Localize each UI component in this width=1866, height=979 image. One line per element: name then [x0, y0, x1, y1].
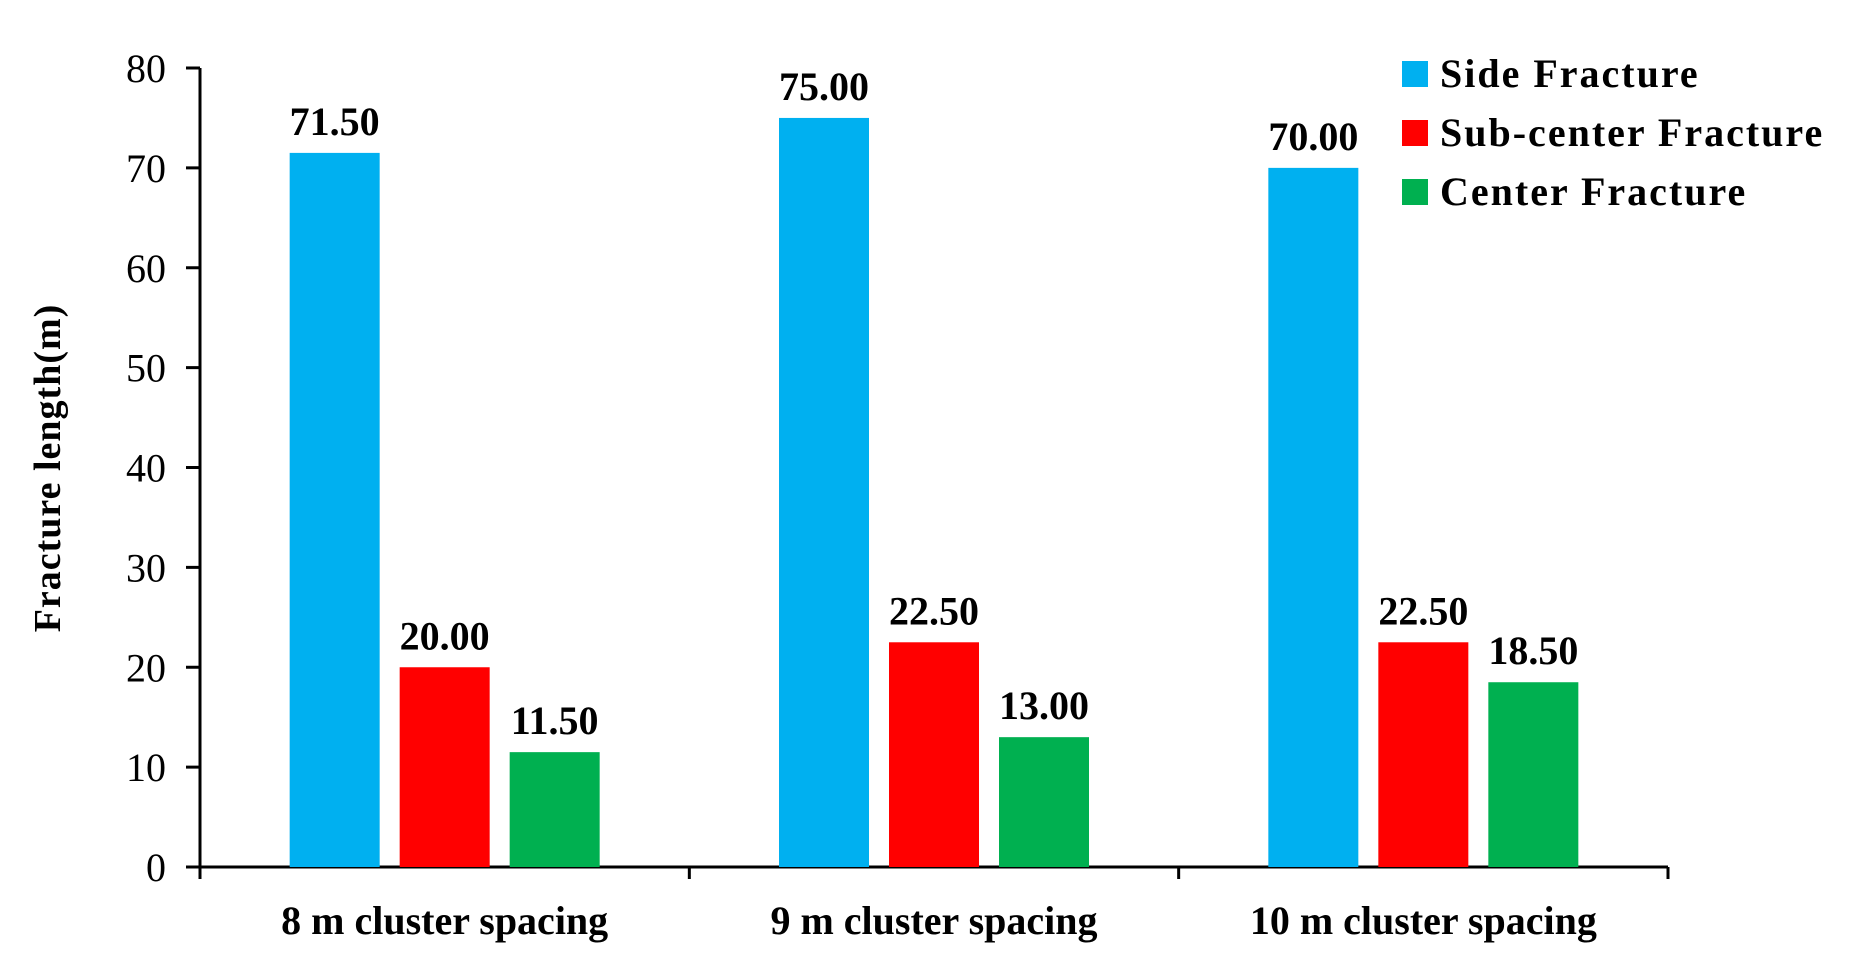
- category-label: 10 m cluster spacing: [1250, 898, 1597, 943]
- y-tick-label: 30: [126, 545, 166, 590]
- y-tick-label: 40: [126, 446, 166, 491]
- legend: Side Fracture Sub-center Fracture Center F…: [1402, 51, 1824, 214]
- y-ticks: 0 10 20 30 40 50 60 70 80: [126, 46, 200, 890]
- category-label: 9 m cluster spacing: [770, 898, 1097, 943]
- legend-label: Center Fracture: [1440, 169, 1747, 214]
- y-tick-label: 80: [126, 46, 166, 91]
- bar-side-fracture: [289, 152, 380, 868]
- y-tick-label: 20: [126, 645, 166, 690]
- legend-label: Sub-center Fracture: [1440, 110, 1824, 155]
- bar-value-label: 75.00: [779, 64, 869, 109]
- category-label: 8 m cluster spacing: [281, 898, 608, 943]
- y-tick-label: 0: [146, 845, 166, 890]
- bar-value-label: 13.00: [999, 683, 1089, 728]
- bar-sub-center-fracture: [399, 667, 490, 867]
- bar-value-label: 70.00: [1268, 114, 1358, 159]
- x-ticks: [198, 867, 1670, 879]
- legend-swatch: [1402, 61, 1428, 87]
- bar-value-label: 22.50: [889, 588, 979, 633]
- bar-value-label: 20.00: [400, 613, 490, 658]
- y-tick-label: 60: [126, 246, 166, 291]
- bars: [289, 117, 1579, 868]
- category-labels: 8 m cluster spacing 9 m cluster spacing 10…: [281, 898, 1597, 943]
- bar-value-label: 22.50: [1378, 588, 1468, 633]
- bar-value-label: 71.50: [290, 99, 380, 144]
- legend-swatch: [1402, 179, 1428, 205]
- y-axis-title: Fracture length(m): [27, 304, 69, 633]
- bar-side-fracture: [1268, 167, 1359, 867]
- legend-label: Side Fracture: [1440, 51, 1700, 96]
- bar-sub-center-fracture: [1378, 642, 1469, 867]
- bar-sub-center-fracture: [889, 642, 979, 867]
- bar-value-label: 18.50: [1488, 628, 1578, 673]
- y-tick-label: 10: [126, 745, 166, 790]
- bar-center-fracture: [999, 737, 1089, 867]
- bar-side-fracture: [779, 117, 869, 867]
- y-tick-label: 50: [126, 346, 166, 391]
- bar-center-fracture: [509, 752, 600, 867]
- bar-value-label: 11.50: [511, 698, 599, 743]
- bar-center-fracture: [1488, 682, 1579, 867]
- y-tick-label: 70: [126, 146, 166, 191]
- legend-swatch: [1402, 120, 1428, 146]
- value-labels: 71.50 20.00 11.50 75.00 22.50 13.00 70.00 22.50…: [290, 64, 1579, 743]
